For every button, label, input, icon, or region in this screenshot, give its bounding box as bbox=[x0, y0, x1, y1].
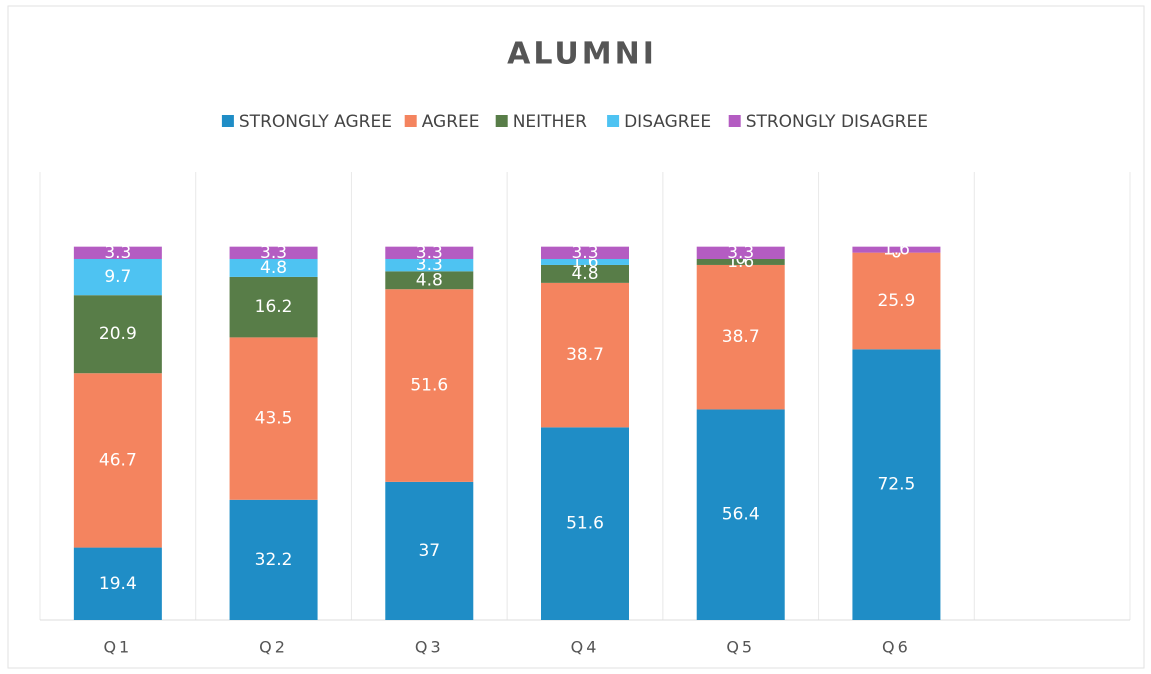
chart-title: ALUMNI bbox=[507, 37, 657, 72]
bar-segment bbox=[541, 246, 629, 259]
bar-segment bbox=[73, 246, 162, 259]
x-tick-label: Q5 bbox=[726, 638, 755, 657]
data-label: 56.4 bbox=[722, 505, 760, 525]
bar-segment bbox=[229, 499, 318, 620]
data-label: 0 bbox=[891, 243, 902, 263]
data-label: 16.2 bbox=[255, 297, 293, 317]
x-tick-label: Q6 bbox=[882, 638, 911, 657]
data-label: 51.6 bbox=[566, 514, 604, 534]
data-label: 37 bbox=[418, 541, 440, 561]
data-label: 4.8 bbox=[416, 270, 443, 290]
data-label: 25.9 bbox=[877, 291, 915, 311]
data-label: 72.5 bbox=[877, 475, 915, 495]
legend-swatch bbox=[495, 115, 508, 127]
legend-label: STRONGLY AGREE bbox=[239, 112, 392, 132]
bar-segment bbox=[696, 246, 785, 259]
x-tick-label: Q4 bbox=[571, 638, 600, 657]
bar-segment bbox=[385, 246, 474, 259]
data-label: 1.6 bbox=[883, 240, 910, 260]
bar-segment bbox=[541, 427, 629, 620]
bar-segment bbox=[696, 264, 785, 410]
bar-segment bbox=[73, 547, 162, 620]
bar-segment bbox=[229, 246, 318, 259]
data-label: 38.7 bbox=[722, 327, 760, 347]
data-label: 0 bbox=[891, 243, 902, 263]
data-label: 51.6 bbox=[410, 376, 448, 396]
bar-segment bbox=[229, 337, 318, 500]
data-label: 20.9 bbox=[99, 324, 137, 344]
data-label: 9.7 bbox=[104, 267, 131, 287]
bar-segment bbox=[852, 349, 941, 620]
bar-segment bbox=[541, 282, 629, 428]
legend-swatch bbox=[404, 115, 417, 127]
data-label: 46.7 bbox=[99, 450, 137, 470]
bar-segment bbox=[385, 258, 474, 272]
data-label: 3.3 bbox=[727, 243, 754, 263]
bar-segment bbox=[541, 264, 629, 283]
data-label: 19.4 bbox=[99, 574, 137, 594]
legend-label: STRONGLY DISAGREE bbox=[746, 112, 928, 132]
data-label: 4.8 bbox=[260, 258, 287, 278]
data-label: 3.3 bbox=[416, 243, 443, 263]
x-tick-label: Q2 bbox=[259, 638, 288, 657]
data-label: 3.3 bbox=[416, 255, 443, 275]
legend-swatch bbox=[607, 115, 620, 127]
bar-segment bbox=[73, 373, 162, 548]
bar-segment bbox=[73, 258, 162, 296]
legend-swatch bbox=[221, 115, 234, 127]
bar-segment bbox=[696, 409, 785, 620]
bar-segment bbox=[73, 295, 162, 374]
x-tick-label: Q3 bbox=[415, 638, 444, 657]
data-label: 43.5 bbox=[255, 409, 293, 429]
legend-label: DISAGREE bbox=[624, 112, 711, 132]
data-label: 3.3 bbox=[260, 243, 287, 263]
data-label: 4.8 bbox=[571, 264, 598, 284]
data-label: 38.7 bbox=[566, 345, 604, 365]
legend-label: AGREE bbox=[422, 112, 480, 132]
data-label: 3.3 bbox=[104, 243, 131, 263]
bar-segment bbox=[385, 271, 474, 290]
legend-swatch bbox=[728, 115, 741, 127]
bar-segment bbox=[852, 246, 941, 253]
data-label: 3.3 bbox=[571, 243, 598, 263]
data-label: 32.2 bbox=[255, 550, 293, 570]
bar-segment bbox=[229, 258, 318, 277]
x-tick-label: Q1 bbox=[103, 638, 132, 657]
bar-segment bbox=[852, 252, 941, 350]
bar-segment bbox=[541, 258, 629, 265]
legend-label: NEITHER bbox=[513, 112, 587, 132]
bar-segment bbox=[696, 258, 785, 265]
bar-segment bbox=[385, 481, 474, 620]
bar-segment bbox=[229, 276, 318, 338]
bar-segment bbox=[385, 289, 474, 482]
